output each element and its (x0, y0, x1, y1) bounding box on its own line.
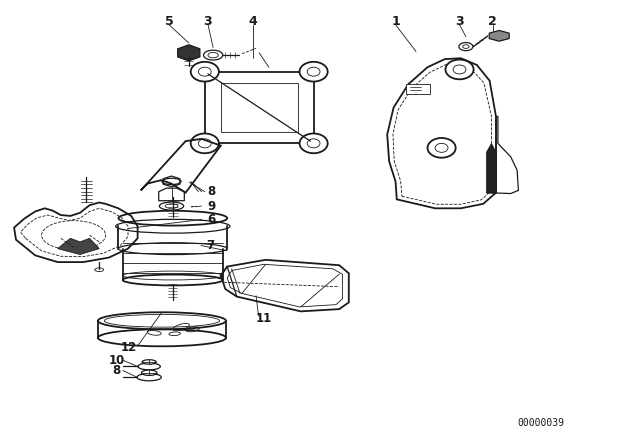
Circle shape (191, 134, 219, 153)
Text: 3: 3 (204, 14, 212, 28)
Circle shape (428, 138, 456, 158)
Ellipse shape (204, 50, 223, 60)
Ellipse shape (137, 374, 161, 381)
Bar (406, 84, 430, 94)
Text: 9: 9 (207, 199, 215, 213)
Text: 6: 6 (207, 213, 215, 226)
Polygon shape (58, 238, 99, 254)
Text: 2: 2 (488, 14, 497, 28)
Circle shape (445, 60, 474, 79)
Circle shape (300, 134, 328, 153)
Polygon shape (486, 143, 496, 193)
Ellipse shape (142, 360, 156, 364)
Text: 1: 1 (391, 14, 400, 28)
Text: 3: 3 (455, 14, 464, 28)
Text: 12: 12 (121, 340, 138, 354)
Ellipse shape (138, 363, 160, 370)
Text: 10: 10 (108, 353, 125, 367)
Polygon shape (489, 30, 509, 41)
Text: 5: 5 (164, 14, 173, 28)
Text: 00000039: 00000039 (517, 418, 564, 428)
Circle shape (300, 62, 328, 82)
Polygon shape (178, 45, 200, 61)
Ellipse shape (459, 43, 473, 51)
Circle shape (191, 62, 219, 82)
Text: 11: 11 (255, 312, 272, 326)
Text: 8: 8 (207, 185, 215, 198)
Text: 7: 7 (206, 239, 214, 252)
Ellipse shape (159, 202, 184, 210)
Text: 4: 4 (248, 14, 257, 28)
Ellipse shape (162, 178, 181, 185)
Ellipse shape (95, 268, 104, 271)
Text: 8: 8 (113, 364, 120, 377)
Ellipse shape (141, 370, 157, 375)
